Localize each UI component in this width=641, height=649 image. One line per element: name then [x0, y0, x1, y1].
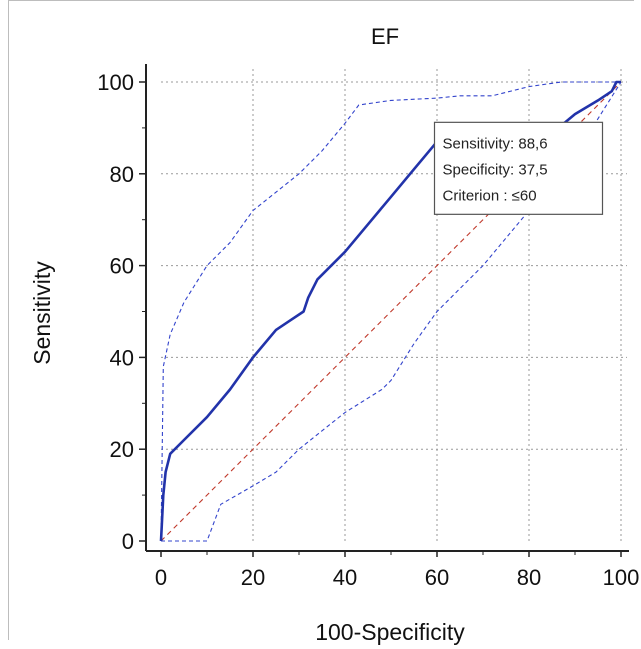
- y-tick-label-0: 0: [122, 529, 134, 554]
- x-tick-label-0: 0: [155, 565, 167, 590]
- y-tick-label-5: 100: [97, 70, 134, 95]
- x-tick-label-1: 20: [241, 565, 265, 590]
- annotation-specificity: Specificity: 37,5: [443, 161, 548, 178]
- annotation-rect: [433, 121, 604, 215]
- y-tick-label-4: 80: [110, 162, 134, 187]
- x-tick-label-3: 60: [425, 565, 449, 590]
- x-tick-label-2: 40: [333, 565, 357, 590]
- axes: [145, 64, 629, 552]
- y-tick-label-1: 20: [110, 437, 134, 462]
- annotation-criterion: Criterion : ≤60: [443, 187, 537, 204]
- y-axis-title: Sensitivity: [29, 261, 55, 365]
- series-ci-upper: [160, 81, 621, 542]
- chart-title: EF: [371, 24, 399, 49]
- x-tick-label-5: 100: [603, 565, 640, 590]
- annotation-sensitivity: Sensitivity: 88,6: [443, 135, 548, 152]
- y-tick-label-2: 40: [110, 345, 134, 370]
- grid: [161, 68, 627, 541]
- series-roc: [159, 80, 621, 542]
- x-axis-title: 100-Specificity: [315, 619, 465, 645]
- chart-frame: [8, 0, 634, 640]
- x-tick-label-4: 80: [517, 565, 541, 590]
- y-tick-label-3: 60: [110, 254, 134, 279]
- ticks: 0 20 40 60 80 100 0 20 40 60 80 100: [97, 70, 639, 590]
- annotation-box: Sensitivity: 88,6 Specificity: 37,5 Crit…: [433, 121, 604, 215]
